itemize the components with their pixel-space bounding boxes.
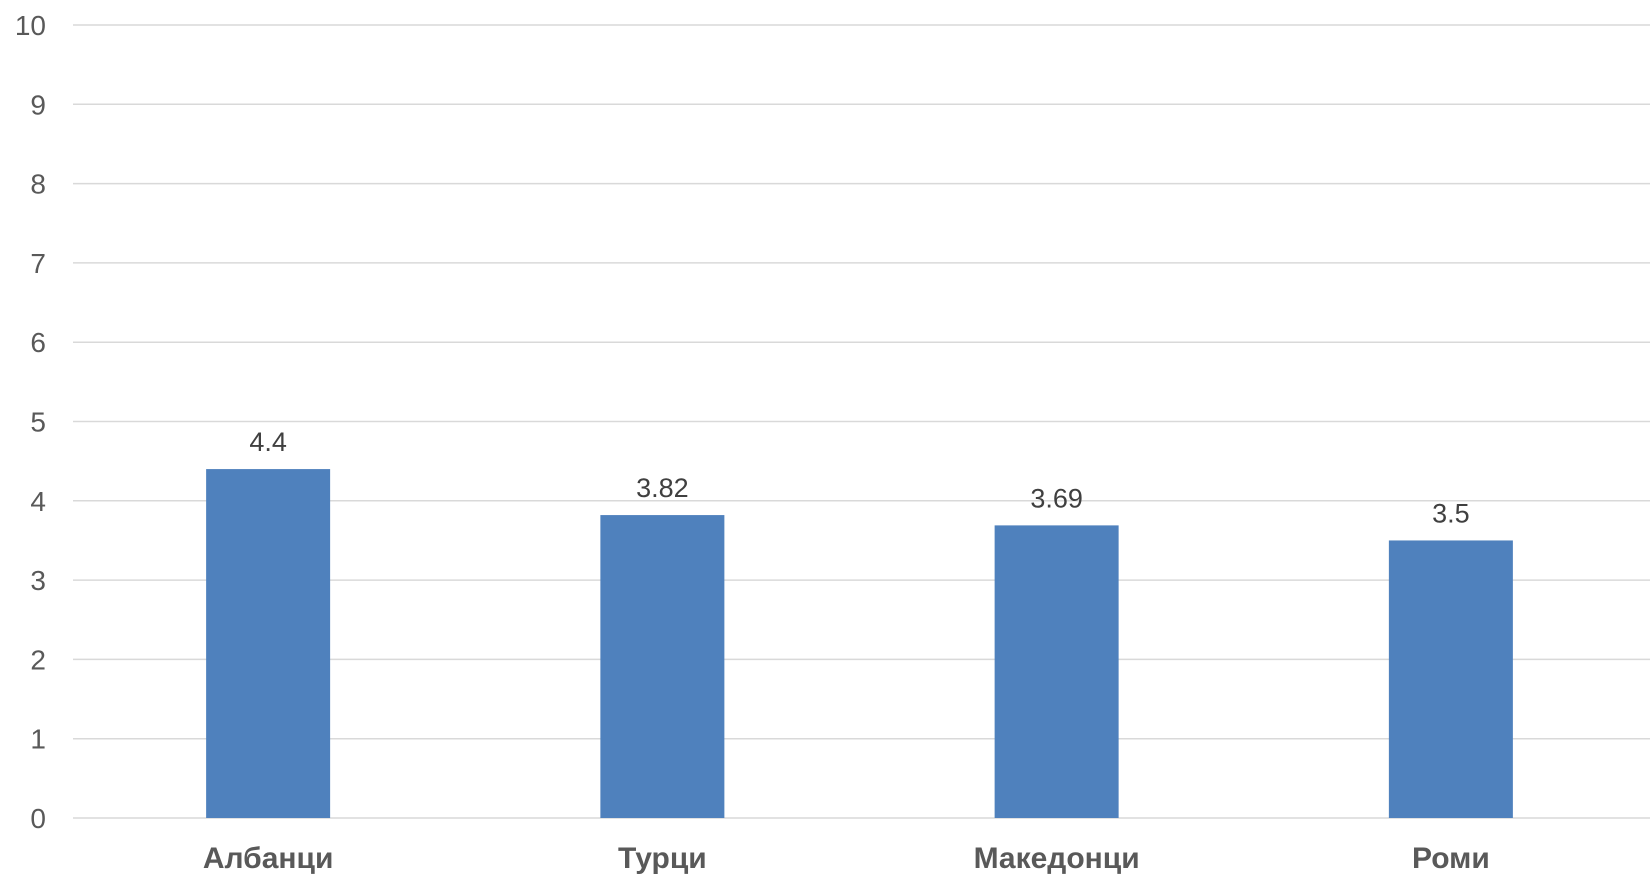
y-tick-label: 0 <box>30 803 46 834</box>
y-tick-label: 5 <box>30 407 46 438</box>
y-tick-label: 9 <box>30 89 46 120</box>
bars <box>206 469 1513 818</box>
y-tick-label: 10 <box>15 10 46 41</box>
data-label: 3.69 <box>1030 483 1083 513</box>
data-label: 3.5 <box>1432 498 1470 528</box>
bar-1 <box>206 469 331 818</box>
y-tick-label: 6 <box>30 327 46 358</box>
data-labels: 4.4 3.82 3.69 3.5 <box>249 427 1469 528</box>
bar-2 <box>600 515 725 818</box>
x-tick-label: Македонци <box>974 842 1140 875</box>
y-tick-label: 3 <box>30 565 46 596</box>
gridlines <box>73 24 1650 819</box>
y-tick-label: 4 <box>30 486 46 517</box>
y-tick-label: 7 <box>30 248 46 279</box>
data-label: 3.82 <box>636 473 689 503</box>
data-label: 4.4 <box>249 427 287 457</box>
y-tick-label: 2 <box>30 644 46 675</box>
y-axis-ticks: 0 1 2 3 4 5 6 7 8 9 10 <box>15 10 46 834</box>
x-tick-label: Турци <box>618 842 707 875</box>
x-axis-ticks: Албанци Турци Македонци Роми <box>203 842 1490 875</box>
x-tick-label: Роми <box>1412 842 1490 875</box>
y-tick-label: 8 <box>30 169 46 200</box>
y-tick-label: 1 <box>30 724 46 755</box>
bar-3 <box>994 525 1119 818</box>
x-tick-label: Албанци <box>203 842 334 875</box>
bar-4 <box>1388 540 1513 818</box>
